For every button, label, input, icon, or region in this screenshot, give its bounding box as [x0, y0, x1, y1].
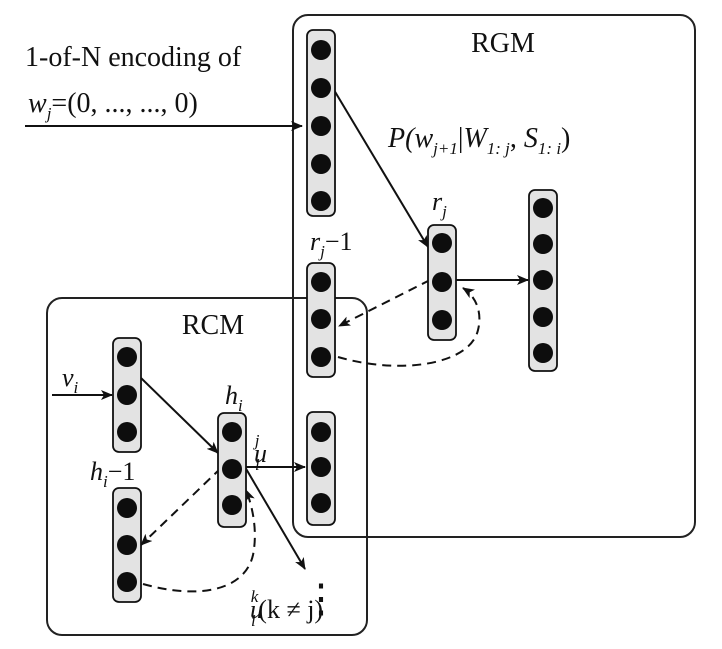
hi-to-himinus1-dashed-arrow: [140, 467, 222, 546]
u-i-j-layer: [306, 411, 336, 526]
neuron: [222, 422, 242, 442]
more-outputs-ellipsis: ⋮: [301, 576, 341, 621]
neuron: [117, 422, 137, 442]
h-i-minus-1-layer: [112, 487, 142, 603]
input-caption: 1-of-N encoding of: [25, 42, 242, 73]
r-j-label: rj: [432, 187, 447, 221]
r-j-minus-1-label: rj−1: [310, 227, 353, 261]
neuron: [311, 347, 331, 367]
r-j-minus-1-layer: [306, 262, 336, 378]
output-layer: [528, 189, 558, 372]
neuron: [117, 385, 137, 405]
himinus1-to-hi-recurrent-dashed-arrow: [142, 489, 256, 593]
input-one-hot-layer: [306, 29, 336, 217]
h-i-label: hi: [225, 381, 243, 415]
rcm-box: [46, 297, 368, 636]
neuron: [311, 493, 331, 513]
input-to-rj-arrow: [333, 89, 429, 248]
neuron: [533, 234, 553, 254]
neuron: [533, 198, 553, 218]
neuron: [222, 459, 242, 479]
neuron: [117, 572, 137, 592]
h-i-minus-1-label: hi−1: [90, 457, 135, 491]
v-i-label: vi: [62, 363, 79, 397]
neuron: [311, 40, 331, 60]
rgm-box: [292, 14, 696, 538]
output-probability-label: P(wj+1|W1: j, S1: i): [387, 123, 570, 158]
neuron: [533, 307, 553, 327]
neuron: [432, 272, 452, 292]
h-i-layer: [217, 412, 247, 528]
neuron: [311, 422, 331, 442]
neuron: [432, 233, 452, 253]
neuron: [117, 347, 137, 367]
u-i-j-label: uij: [253, 431, 267, 474]
rgm-title: RGM: [471, 28, 535, 59]
r-j-layer: [427, 224, 457, 341]
neuron: [222, 495, 242, 515]
neuron: [311, 154, 331, 174]
neuron: [432, 310, 452, 330]
input-word: wj=(0, ..., ..., 0): [28, 88, 198, 123]
v-i-layer: [112, 337, 142, 453]
neuron: [311, 191, 331, 211]
neuron: [533, 343, 553, 363]
rjminus1-to-rj-recurrent-dashed-arrow: [337, 287, 481, 367]
neuron: [533, 270, 553, 290]
rcm-title: RCM: [182, 310, 244, 341]
rj-to-rjminus1-dashed-arrow: [338, 279, 431, 327]
neuron: [311, 78, 331, 98]
u-i-k-label: uik(k ≠ j): [250, 587, 323, 630]
neuron: [311, 457, 331, 477]
vi-to-hi-arrow: [140, 377, 219, 454]
neuron: [117, 498, 137, 518]
neuron: [311, 116, 331, 136]
hi-to-uk-arrow: [244, 466, 306, 570]
neuron: [311, 272, 331, 292]
neuron: [117, 535, 137, 555]
neuron: [311, 309, 331, 329]
